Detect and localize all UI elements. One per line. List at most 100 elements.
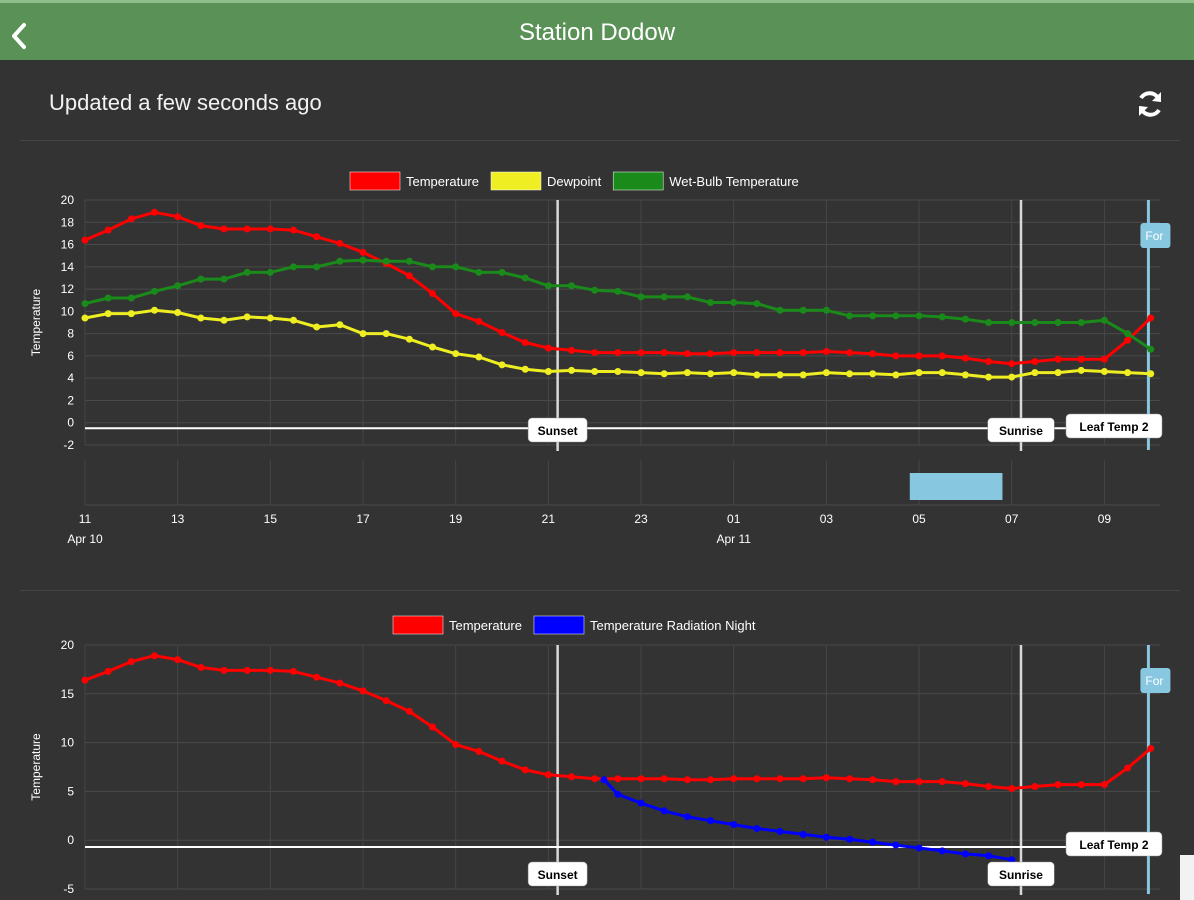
- data-point: [336, 257, 344, 265]
- data-point: [660, 807, 668, 815]
- data-point: [382, 697, 390, 705]
- temperature-radiation-chart[interactable]: -5 0 5 10 15 20 Temperature Temperature Temperat…: [0, 605, 1194, 900]
- data-point: [544, 344, 552, 352]
- data-point: [799, 371, 807, 379]
- leaf-temp-label: Leaf Temp 2: [1079, 838, 1148, 852]
- data-point: [915, 369, 923, 377]
- data-point: [544, 368, 552, 375]
- data-point: [290, 667, 298, 675]
- data-point: [1077, 355, 1085, 363]
- y-tick-label: 4: [67, 371, 74, 385]
- refresh-icon: [1139, 91, 1161, 117]
- data-point: [707, 370, 715, 378]
- data-point: [359, 248, 367, 256]
- data-point: [220, 275, 228, 283]
- data-point: [405, 257, 413, 265]
- data-point: [498, 757, 506, 765]
- data-point: [753, 824, 761, 832]
- data-point: [1008, 360, 1016, 368]
- data-point: [753, 775, 761, 783]
- leaf-temp-label: Leaf Temp 2: [1079, 420, 1148, 434]
- data-point: [151, 287, 159, 295]
- data-point: [521, 766, 529, 774]
- legend-swatch: [533, 615, 585, 635]
- y-tick-label: 8: [67, 327, 74, 341]
- sunrise-label: Sunrise: [999, 868, 1043, 882]
- data-point: [869, 776, 877, 784]
- data-point: [290, 263, 298, 271]
- legend-swatch: [349, 171, 401, 191]
- back-button[interactable]: [4, 17, 36, 51]
- x-tick-label: 07: [1005, 512, 1019, 526]
- now-line: [1146, 645, 1150, 894]
- data-point: [822, 369, 830, 377]
- data-point: [799, 306, 807, 314]
- y-tick-label: -2: [63, 438, 74, 452]
- data-point: [730, 349, 738, 357]
- data-point: [544, 282, 552, 290]
- data-point: [776, 827, 784, 835]
- leaf-temp-label-box: [1065, 831, 1163, 857]
- y-tick-label: 20: [61, 638, 75, 652]
- x-date-label: Apr 11: [716, 532, 751, 546]
- data-point: [127, 310, 135, 318]
- data-point: [405, 335, 413, 343]
- data-point: [1008, 856, 1016, 864]
- data-point: [892, 371, 900, 379]
- refresh-button[interactable]: [1134, 88, 1166, 120]
- data-point: [382, 330, 390, 338]
- data-point: [730, 298, 738, 306]
- data-point: [127, 294, 135, 302]
- data-point: [1100, 355, 1108, 363]
- data-point: [707, 817, 715, 825]
- data-point: [683, 350, 691, 358]
- data-point: [544, 771, 552, 779]
- data-point: [730, 775, 738, 783]
- data-point: [405, 707, 413, 715]
- data-point: [243, 313, 251, 321]
- scrollbar-thumb[interactable]: [1180, 855, 1194, 900]
- data-point: [220, 316, 228, 324]
- data-point: [1100, 781, 1108, 789]
- data-point: [1008, 319, 1016, 326]
- x-tick-label: 23: [634, 512, 648, 526]
- sunrise-label-box: [987, 861, 1055, 887]
- data-point: [614, 775, 622, 783]
- data-point: [475, 747, 483, 755]
- data-point: [776, 775, 784, 783]
- data-point: [707, 298, 715, 306]
- data-point: [104, 294, 112, 302]
- data-point: [1077, 319, 1085, 326]
- temperature-dewpoint-chart[interactable]: -2 0 2 4 6 8 10 12 14 16 18 20 Temperature Temperatur…: [0, 160, 1194, 560]
- data-point: [1054, 355, 1062, 363]
- data-point: [151, 208, 159, 216]
- legend-swatch: [490, 171, 542, 191]
- data-point: [730, 369, 738, 377]
- data-point: [822, 833, 830, 841]
- data-point: [822, 347, 830, 355]
- station-title: Station Dodow: [518, 19, 676, 46]
- data-point: [290, 226, 298, 234]
- data-point: [799, 830, 807, 838]
- data-point: [521, 365, 529, 373]
- data-point: [892, 352, 900, 360]
- data-point: [938, 847, 946, 855]
- data-point: [938, 352, 946, 360]
- data-point: [452, 741, 460, 749]
- data-point: [313, 263, 321, 271]
- data-point: [452, 263, 460, 271]
- data-point: [591, 349, 599, 357]
- x-tick-label: 13: [171, 512, 185, 526]
- data-point: [290, 316, 298, 324]
- data-point: [243, 225, 251, 233]
- data-point: [846, 312, 854, 320]
- data-point: [707, 776, 715, 784]
- data-point: [313, 673, 321, 681]
- data-point: [498, 329, 506, 337]
- sunset-label: Sunset: [538, 868, 578, 882]
- data-point: [1147, 345, 1155, 353]
- data-point: [637, 369, 645, 377]
- data-point: [1147, 744, 1155, 752]
- section-divider: [20, 590, 1180, 591]
- data-point: [266, 314, 274, 322]
